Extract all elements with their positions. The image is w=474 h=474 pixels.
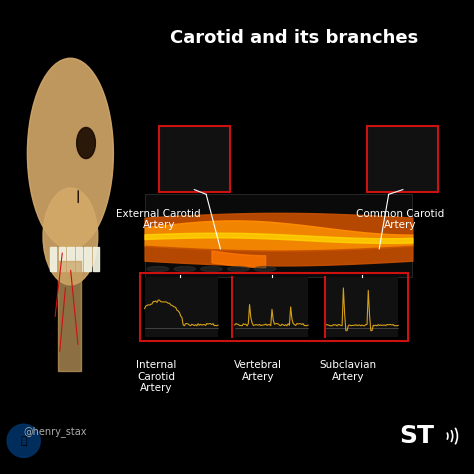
FancyBboxPatch shape <box>235 277 308 337</box>
Ellipse shape <box>228 266 249 272</box>
FancyBboxPatch shape <box>372 133 434 185</box>
FancyBboxPatch shape <box>159 126 230 192</box>
Ellipse shape <box>147 266 169 272</box>
Text: 🔊: 🔊 <box>20 436 27 446</box>
Text: Subclavian
Artery: Subclavian Artery <box>320 360 377 382</box>
Text: Internal
Carotid
Artery: Internal Carotid Artery <box>136 360 177 393</box>
FancyBboxPatch shape <box>164 133 225 185</box>
Text: @henry_stax: @henry_stax <box>24 426 87 437</box>
FancyBboxPatch shape <box>325 277 398 337</box>
Text: Common Carotid
Artery: Common Carotid Artery <box>356 209 445 230</box>
Text: Vertebral
Artery: Vertebral Artery <box>234 360 283 382</box>
FancyBboxPatch shape <box>145 277 218 337</box>
Ellipse shape <box>7 424 40 457</box>
Ellipse shape <box>201 266 222 272</box>
FancyBboxPatch shape <box>367 126 438 192</box>
Ellipse shape <box>174 266 195 272</box>
Text: ST: ST <box>400 424 435 448</box>
Text: Carotid and its branches: Carotid and its branches <box>170 29 418 47</box>
FancyBboxPatch shape <box>145 194 412 277</box>
Text: External Carotid
Artery: External Carotid Artery <box>117 209 201 230</box>
Ellipse shape <box>255 266 276 272</box>
